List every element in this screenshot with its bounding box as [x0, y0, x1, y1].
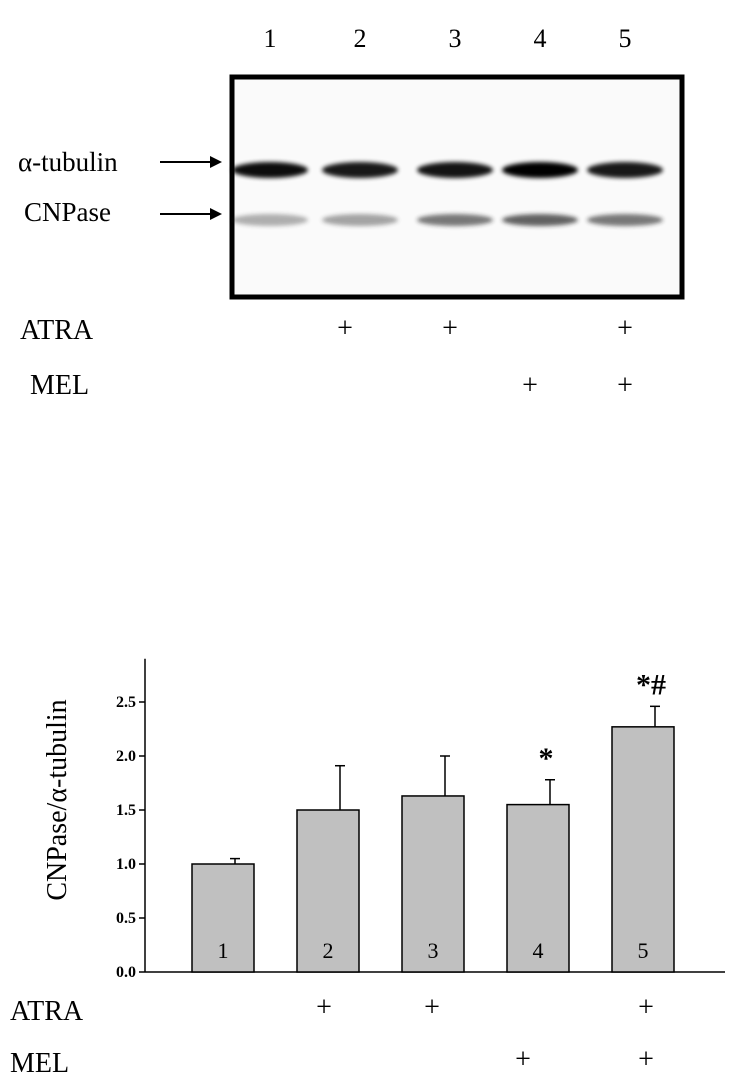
cnpase-band-1: [232, 214, 308, 226]
cnpase-band-4: [502, 214, 578, 226]
band-label-cnpase: CNPase: [24, 197, 111, 227]
significance-mark-5: *#: [636, 668, 666, 701]
chart-condition-label-atra: ATRA: [10, 996, 84, 1027]
cnpase-band-2: [322, 214, 398, 226]
tubulin-band-2: [322, 162, 398, 178]
chart-error-bars: [230, 705, 660, 864]
blot-frame: [229, 74, 685, 300]
blot-lane-number-5: 5: [618, 24, 632, 53]
chart-mel-mark-bar-4: +: [515, 1044, 531, 1075]
cnpase-band-3: [417, 214, 493, 226]
cnpase-arrow: [160, 208, 222, 220]
y-tick-label-4: 2.0: [116, 748, 136, 765]
tubulin-arrow: [160, 156, 222, 168]
y-tick-label-0: 0.0: [116, 964, 136, 981]
chart-atra-mark-bar-5: +: [638, 992, 654, 1023]
blot-atra-mark-lane-2: +: [337, 313, 353, 344]
tubulin-band-5: [587, 162, 663, 178]
chart-mel-mark-bar-5: +: [638, 1044, 654, 1075]
blot-condition-label-mel: MEL: [30, 370, 90, 401]
y-tick-label-5: 2.5: [116, 694, 136, 711]
blot-mel-mark-lane-5: +: [617, 370, 633, 401]
bar-2: [296, 809, 360, 973]
blot-atra-mark-lane-3: +: [442, 313, 458, 344]
blot-lane-number-4: 4: [533, 24, 547, 53]
tubulin-band-1: [232, 162, 308, 178]
bar-1: [191, 863, 255, 973]
y-tick-label-1: 0.5: [116, 910, 136, 927]
chart-atra-mark-bar-3: +: [424, 992, 440, 1023]
bar-label-5: 5: [638, 938, 649, 963]
chart-condition-rows: ATRA + + + MEL + +: [10, 992, 654, 1079]
band-label-tubulin: α-tubulin: [18, 147, 118, 177]
bar-chart: 0.0 0.5 1.0 1.5 2.0 2.5 1 2 3 4 5 * *# CNPase/α-tu…: [10, 658, 725, 1079]
tubulin-band-3: [417, 162, 493, 178]
y-axis-label: CNPase/α-tubulin: [42, 699, 73, 900]
chart-atra-mark-bar-2: +: [316, 992, 332, 1023]
blot-graphic: [160, 74, 685, 300]
significance-mark-4: *: [539, 742, 554, 775]
bar-4: [506, 803, 570, 973]
bar-5: [611, 726, 675, 973]
chart-bars: 1 2 3 4 5: [191, 726, 675, 973]
blot-bands: [232, 162, 663, 226]
bar-label-2: 2: [323, 938, 334, 963]
blot-lane-number-3: 3: [448, 24, 462, 53]
cnpase-band-5: [587, 214, 663, 226]
blot-condition-label-atra: ATRA: [20, 315, 94, 346]
blot-lane-number-1: 1: [263, 24, 277, 53]
bar-label-3: 3: [428, 938, 439, 963]
blot-lane-number-2: 2: [353, 24, 367, 53]
y-tick-label-3: 1.5: [116, 802, 136, 819]
chart-condition-label-mel: MEL: [10, 1048, 69, 1079]
y-tick-label-2: 1.0: [116, 856, 136, 873]
bar-label-1: 1: [218, 938, 229, 963]
bar-label-4: 4: [533, 938, 544, 963]
bar-3: [401, 795, 465, 973]
chart-significance-marks: * *#: [539, 668, 667, 774]
blot-atra-mark-lane-5: +: [617, 313, 633, 344]
blot-mel-mark-lane-4: +: [522, 370, 538, 401]
tubulin-band-4: [502, 162, 578, 178]
